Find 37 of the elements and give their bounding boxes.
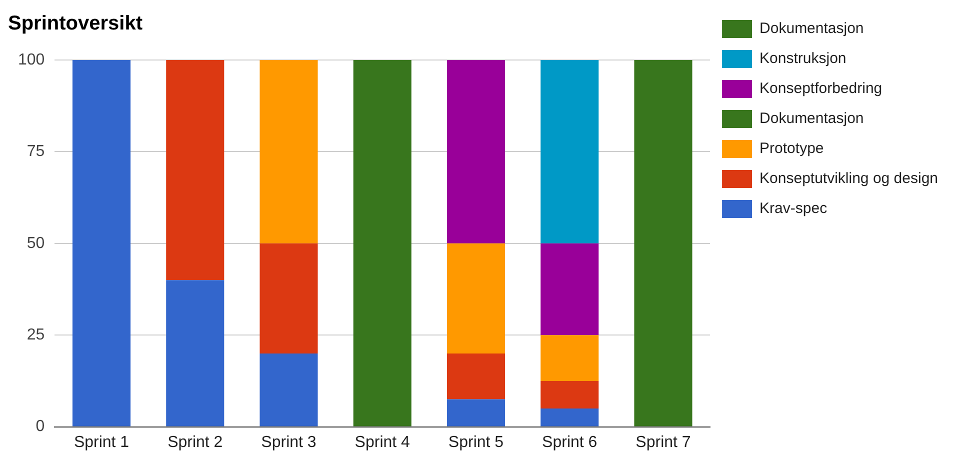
bar <box>260 243 318 354</box>
y-tick-label: 25 <box>26 326 45 344</box>
x-tick-label: Sprint 3 <box>261 434 316 451</box>
bar <box>260 353 318 426</box>
bar <box>166 280 224 426</box>
bar <box>540 243 599 336</box>
legend-label: Prototype <box>760 140 824 158</box>
y-tick-label: 0 <box>36 418 45 436</box>
legend-label: Konstruksjon <box>760 50 846 68</box>
legend-label: Dokumentasjon <box>760 20 864 38</box>
legend-label: Krav-spec <box>760 200 828 218</box>
bar <box>446 60 506 244</box>
y-tick-label: 50 <box>26 234 45 252</box>
bar <box>260 60 318 244</box>
bar <box>353 60 412 426</box>
bar <box>540 408 599 426</box>
x-tick-label: Sprint 4 <box>354 434 410 451</box>
x-tick-label: Sprint 1 <box>74 434 130 451</box>
legend-label: Dokumentasjon <box>760 110 864 128</box>
bar <box>540 335 599 381</box>
bar <box>72 60 131 426</box>
bar <box>634 60 692 426</box>
bar <box>540 380 599 408</box>
bar <box>446 353 506 400</box>
bar <box>446 243 506 354</box>
x-tick-label: Sprint 6 <box>542 434 598 451</box>
chart-title: Sprintoversikt <box>8 12 143 35</box>
x-tick-label: Sprint 2 <box>168 434 223 451</box>
y-tick-label: 100 <box>18 51 45 68</box>
bar <box>166 60 224 280</box>
bar <box>540 60 599 244</box>
x-tick-label: Sprint 7 <box>636 434 691 451</box>
x-tick-label: Sprint 5 <box>448 434 504 451</box>
bar <box>446 399 506 426</box>
legend-label: Konseptutvikling og design <box>760 170 938 188</box>
y-tick-label: 75 <box>26 143 45 160</box>
legend-label: Konseptforbedring <box>760 80 882 98</box>
